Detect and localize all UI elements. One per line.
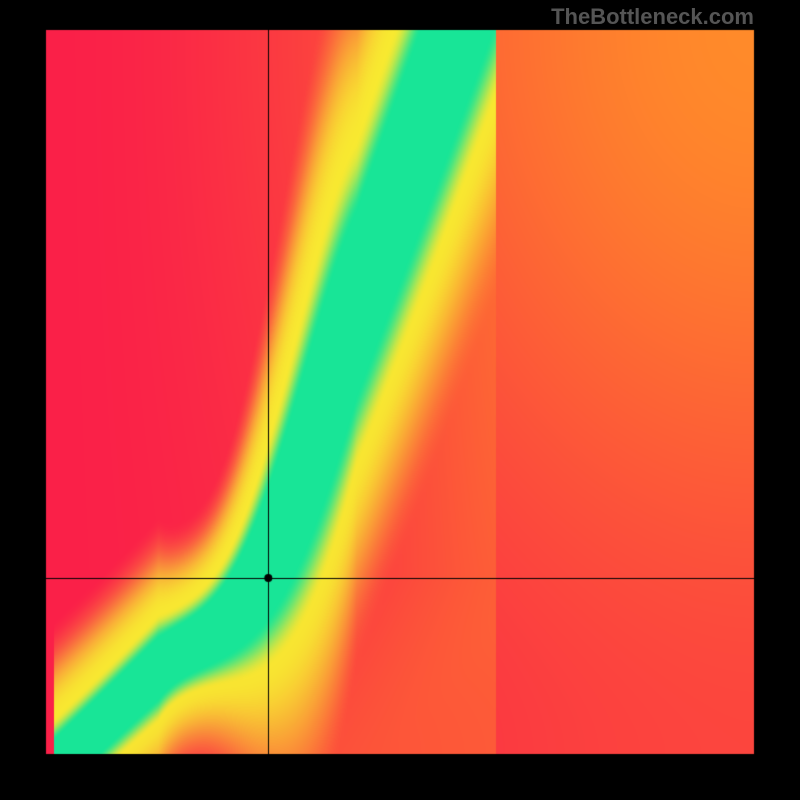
watermark-text: TheBottleneck.com — [551, 4, 754, 30]
bottleneck-heatmap — [0, 0, 800, 800]
chart-container: TheBottleneck.com — [0, 0, 800, 800]
